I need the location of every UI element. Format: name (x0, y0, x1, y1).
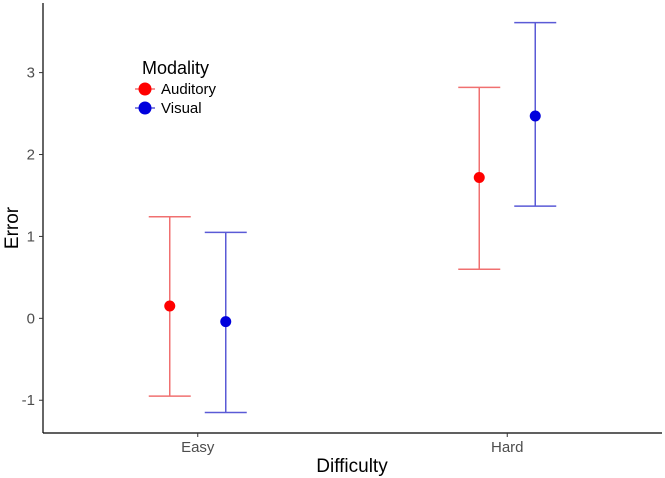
point-auditory-easy (164, 300, 176, 312)
y-ticks: -1 0 1 2 3 (22, 65, 43, 409)
x-tick-label-easy: Easy (181, 439, 215, 456)
x-tick-label-hard: Hard (491, 439, 524, 456)
legend-title: Modality (142, 58, 209, 78)
y-tick-label: -1 (22, 392, 35, 409)
y-axis-title: Error (2, 206, 23, 249)
legend: Modality Auditory Visual (135, 58, 217, 117)
point-visual-hard (529, 110, 541, 122)
y-tick-label: 0 (27, 310, 35, 327)
legend-item-auditory: Auditory (135, 81, 217, 98)
y-tick-label: 1 (27, 228, 35, 245)
x-ticks: Easy Hard (181, 433, 524, 456)
legend-label-auditory: Auditory (161, 81, 217, 98)
point-auditory-hard (473, 171, 485, 183)
legend-key-point (138, 82, 152, 96)
point-visual-easy (220, 316, 232, 328)
y-tick-label: 3 (27, 65, 35, 82)
legend-key-point (138, 101, 152, 115)
points (164, 110, 541, 328)
x-axis-title: Difficulty (316, 456, 388, 477)
legend-items: Auditory Visual (135, 81, 217, 117)
y-tick-label: 2 (27, 147, 35, 164)
axes (42, 3, 662, 434)
legend-item-visual: Visual (135, 100, 202, 117)
legend-label-visual: Visual (161, 100, 202, 117)
